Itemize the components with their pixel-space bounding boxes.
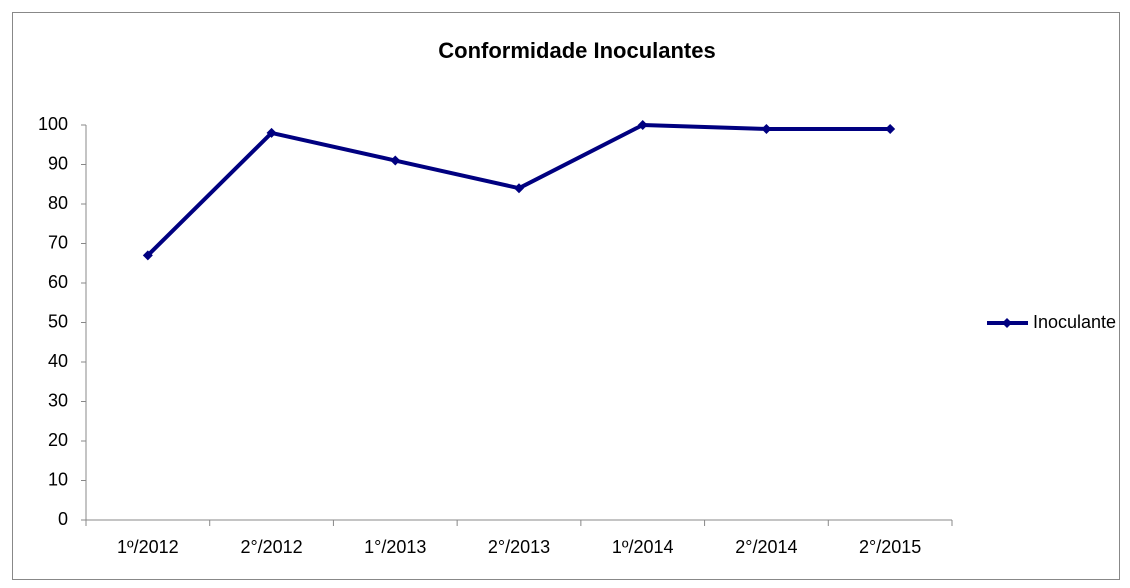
y-tick-label: 30 (48, 390, 68, 410)
point-marker (142, 250, 153, 261)
legend-marker (1002, 318, 1012, 328)
y-tick-label: 20 (48, 430, 68, 450)
x-tick-label: 1º/2014 (612, 537, 674, 557)
x-tick-label: 2°/2013 (488, 537, 550, 557)
y-tick-label: 0 (58, 509, 68, 529)
y-tick-label: 70 (48, 232, 68, 252)
y-tick-label: 80 (48, 193, 68, 213)
point-marker (885, 123, 896, 134)
x-tick-label: 2°/2015 (859, 537, 921, 557)
point-marker (390, 155, 401, 166)
point-marker (761, 123, 772, 134)
x-tick-label: 1°/2013 (364, 537, 426, 557)
point-marker (637, 120, 648, 130)
point-marker (266, 127, 277, 138)
x-tick-label: 2°/2012 (240, 537, 302, 557)
x-tick-label: 1º/2012 (117, 537, 179, 557)
chart-border (12, 12, 1120, 580)
y-tick-label: 90 (48, 153, 68, 173)
chart-title: Conformidade Inoculantes (438, 38, 715, 63)
x-tick-label: 2°/2014 (735, 537, 797, 557)
point-marker (514, 183, 524, 194)
y-tick-label: 40 (48, 351, 68, 371)
y-tick-label: 60 (48, 272, 68, 292)
legend-label: Inoculante (1033, 312, 1116, 332)
y-tick-label: 50 (48, 311, 68, 331)
y-tick-label: 100 (38, 114, 68, 134)
y-tick-label: 10 (48, 469, 68, 489)
